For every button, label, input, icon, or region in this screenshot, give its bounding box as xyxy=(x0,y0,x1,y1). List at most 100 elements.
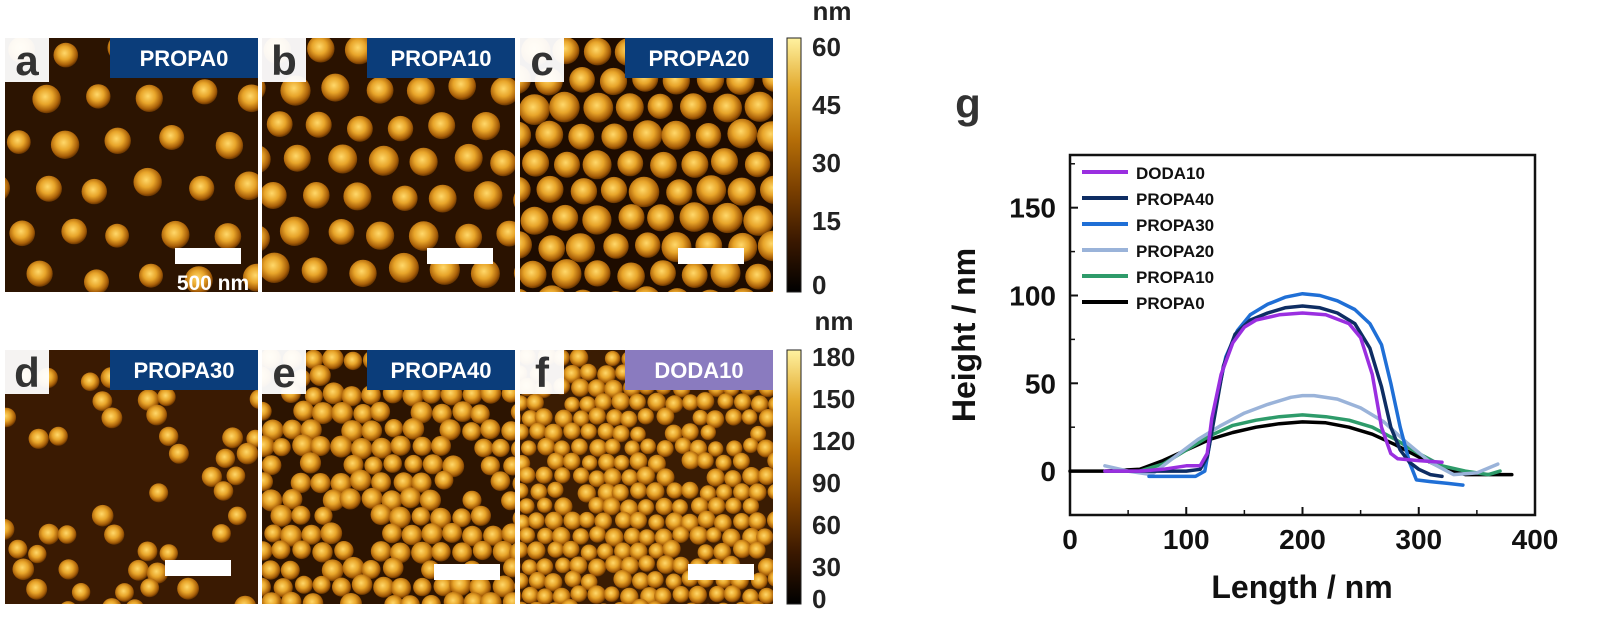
colorbar-tick: 150 xyxy=(812,384,855,414)
afm-particle xyxy=(212,524,231,543)
afm-particle xyxy=(399,487,421,509)
afm-particle xyxy=(563,511,582,530)
afm-particle xyxy=(262,592,282,604)
afm-particle xyxy=(236,442,258,465)
afm-particle xyxy=(140,578,160,598)
afm-particle xyxy=(620,410,638,428)
afm-particle xyxy=(604,438,621,455)
afm-particle xyxy=(161,220,190,249)
x-axis-label: Length / nm xyxy=(1211,569,1392,605)
afm-particle xyxy=(483,525,504,546)
afm-particle xyxy=(344,38,374,65)
afm-particle xyxy=(629,542,648,561)
afm-particle xyxy=(706,468,725,487)
afm-particle xyxy=(751,395,769,413)
afm-particle xyxy=(635,232,661,258)
afm-particle xyxy=(554,467,571,484)
afm-particle xyxy=(614,602,626,604)
scale-bar xyxy=(688,564,754,580)
colorbar-unit: nm xyxy=(813,0,852,26)
afm-particle xyxy=(282,419,303,440)
afm-particle xyxy=(554,151,580,178)
afm-particle xyxy=(646,482,665,501)
afm-particle xyxy=(613,454,630,471)
afm-particle xyxy=(434,470,454,490)
afm-particle xyxy=(402,418,425,440)
afm-particle xyxy=(421,595,441,604)
colorbar-unit: nm xyxy=(815,306,854,336)
afm-particle xyxy=(115,583,134,602)
colorbar-tick: 0 xyxy=(812,270,826,300)
afm-particle xyxy=(262,560,281,580)
afm-particle xyxy=(636,466,655,485)
afm-particle xyxy=(330,435,353,458)
afm-particle xyxy=(406,76,435,105)
afm-particle xyxy=(520,483,529,499)
afm-particle xyxy=(471,112,501,141)
afm-particle xyxy=(620,556,639,575)
colorbar-tick: 60 xyxy=(812,510,841,540)
afm-particle xyxy=(742,467,761,486)
afm-particle xyxy=(304,387,323,406)
afm-particle xyxy=(648,600,662,604)
afm-particle xyxy=(767,511,773,529)
colorbar-top: nm 60 45 30 15 0 xyxy=(786,0,852,300)
afm-particle xyxy=(321,73,350,102)
afm-particle xyxy=(588,497,605,514)
y-tick-label: 50 xyxy=(1025,368,1056,399)
afm-particle xyxy=(412,436,432,456)
colorbar-tick: 60 xyxy=(812,32,841,62)
afm-particle xyxy=(640,587,659,604)
afm-particle xyxy=(695,123,722,149)
afm-particle xyxy=(734,288,754,292)
afm-particle xyxy=(733,513,751,530)
afm-particle xyxy=(578,511,595,529)
afm-particle xyxy=(647,93,673,119)
afm-particle xyxy=(470,404,490,424)
afm-particle xyxy=(283,144,311,172)
sample-label: DODA10 xyxy=(654,358,743,383)
afm-particle xyxy=(214,223,242,250)
afm-particle xyxy=(623,527,641,545)
afm-particle xyxy=(520,572,529,590)
afm-particle xyxy=(569,67,595,93)
afm-particle xyxy=(605,555,623,574)
afm-particle xyxy=(322,382,345,405)
afm-particle xyxy=(526,393,544,412)
afm-particle xyxy=(736,601,747,604)
afm-particle xyxy=(589,526,606,543)
afm-particle xyxy=(743,205,773,236)
afm-particle xyxy=(408,221,439,251)
afm-particle xyxy=(280,75,311,106)
afm-particle xyxy=(80,372,100,392)
afm-particles xyxy=(520,38,773,292)
afm-particle xyxy=(583,92,614,123)
afm-particle xyxy=(600,603,607,604)
afm-particle xyxy=(292,540,311,560)
afm-particle xyxy=(672,556,690,575)
afm-particle xyxy=(366,76,394,104)
afm-particle xyxy=(562,365,582,384)
legend: DODA10 PROPA40 PROPA30 PROPA20 PROPA10 PROPA0 xyxy=(1082,164,1214,313)
afm-particle xyxy=(371,472,392,493)
afm-particle xyxy=(723,585,741,603)
afm-particle xyxy=(602,497,621,516)
afm-particle xyxy=(530,483,548,501)
afm-particle xyxy=(310,473,331,494)
afm-particle xyxy=(28,544,47,564)
afm-particle xyxy=(5,518,15,540)
afm-particle xyxy=(368,145,399,176)
afm-particle xyxy=(520,206,549,235)
afm-particle xyxy=(184,266,213,292)
afm-particle xyxy=(57,525,77,544)
panel-letter: b xyxy=(271,37,297,84)
afm-particle xyxy=(439,419,461,441)
afm-particle xyxy=(331,402,353,424)
afm-particle xyxy=(600,176,628,204)
afm-particle xyxy=(708,441,724,457)
y-axis-label: Height / nm xyxy=(946,248,982,422)
afm-particle xyxy=(135,84,163,112)
afm-particle xyxy=(696,452,714,470)
afm-particle xyxy=(554,409,573,428)
afm-particle xyxy=(700,424,716,441)
